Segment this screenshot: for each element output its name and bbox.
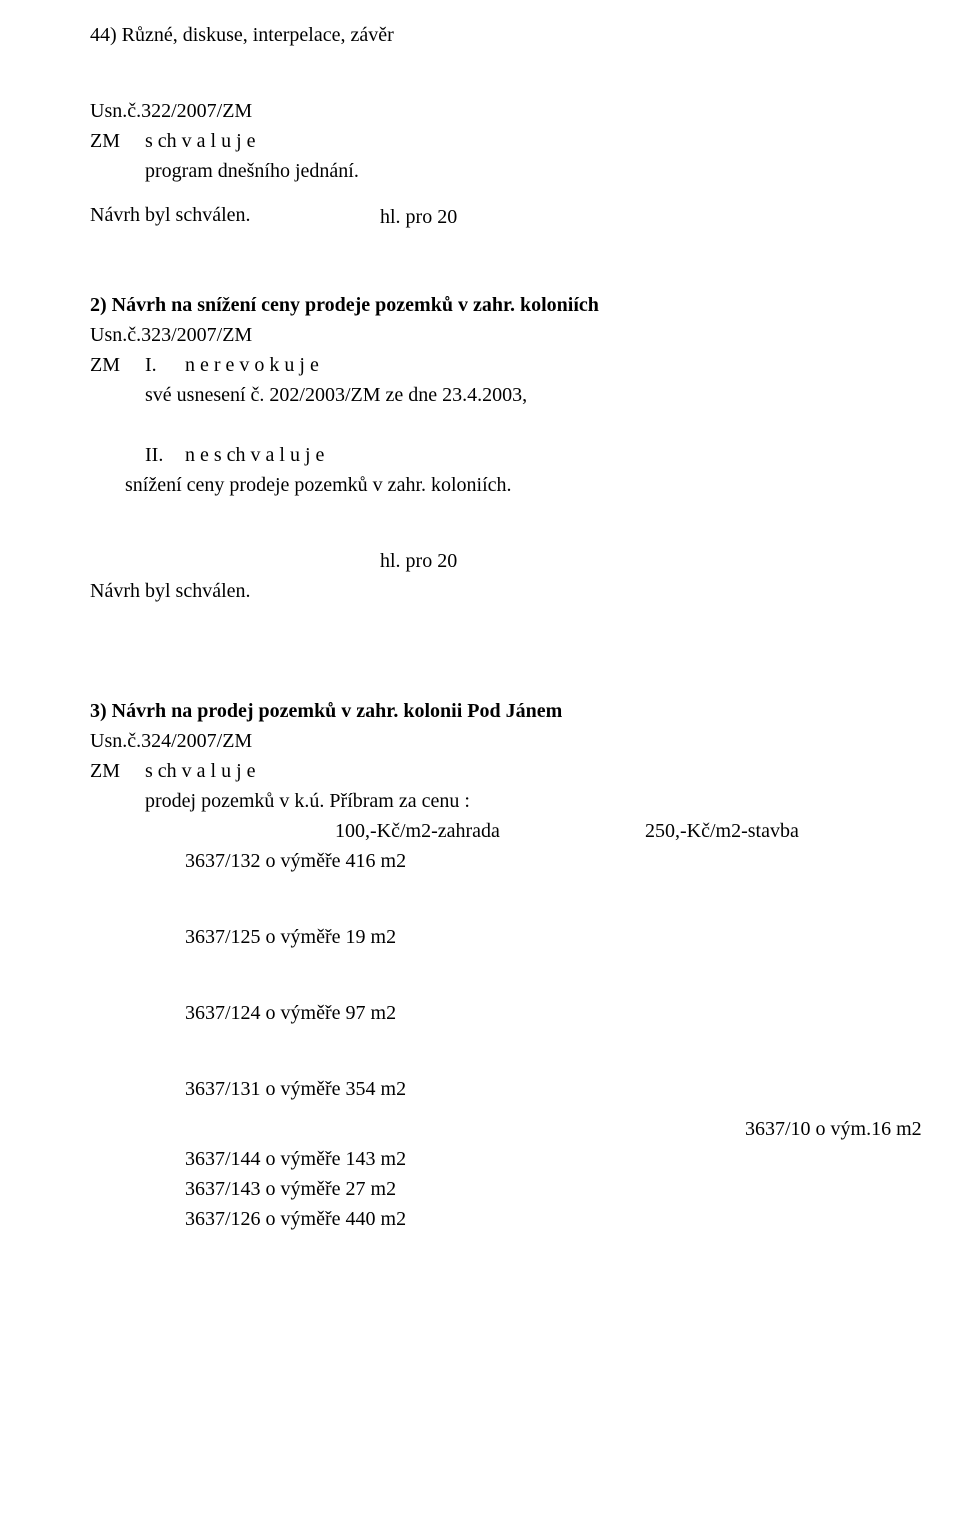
parcel-row-4b-wrap: 3637/10 o vým.16 m2 [90,1114,870,1144]
spacer [90,440,145,470]
nerevokuje-label: n e r e v o k u j e [185,350,870,380]
resolution-324-usn: Usn.č.324/2007/ZM [90,726,870,756]
resolution-323-text1: své usnesení č. 202/2003/ZM ze dne 23.4.… [90,380,870,410]
resolution-324-text: prodej pozemků v k.ú. Příbram za cenu : [90,786,870,816]
price-garden: 100,-Kč/m2-zahrada [90,816,555,846]
zm-label: ZM [90,756,145,786]
parcel-row-4: 3637/131 o výměře 354 m2 [90,1074,870,1104]
heading-2: 2) Návrh na snížení ceny prodeje pozemků… [90,290,870,320]
parcel-row-2: 3637/125 o výměře 19 m2 [90,922,870,952]
parcel-row-4b: 3637/10 o vým.16 m2 [485,1114,922,1144]
zm-label: ZM [90,350,145,380]
parcel-row-5: 3637/144 o výměře 143 m2 [90,1144,870,1174]
roman-1: I. [145,350,185,380]
resolution-323-vote: hl. pro 20 [90,546,870,576]
resolution-322-usn: Usn.č.322/2007/ZM [90,96,870,126]
resolution-323-approved: Návrh byl schválen. [90,576,870,606]
schvaluje-label: s ch v a l u j e [145,756,870,786]
price-row: 100,-Kč/m2-zahrada 250,-Kč/m2-stavba [90,816,870,846]
neschvaluje-label: n e s ch v a l u j e [185,440,870,470]
agenda-item-44: 44) Různé, diskuse, interpelace, závěr [90,20,870,50]
zm-label: ZM [90,126,145,156]
schvaluje-label: s ch v a l u j e [145,126,870,156]
roman-2: II. [145,440,185,470]
resolution-322-text: program dnešního jednání. [90,156,870,186]
price-building: 250,-Kč/m2-stavba [555,816,799,846]
resolution-323-usn: Usn.č.323/2007/ZM [90,320,870,350]
parcel-row-3: 3637/124 o výměře 97 m2 [90,998,870,1028]
parcel-row-1: 3637/132 o výměře 416 m2 [90,846,870,876]
resolution-324-row: ZM s ch v a l u j e [90,756,870,786]
parcel-row-6: 3637/143 o výměře 27 m2 [90,1174,870,1204]
resolution-323-row2: II. n e s ch v a l u j e [90,440,870,470]
spacer [185,1114,485,1144]
heading-3: 3) Návrh na prodej pozemků v zahr. kolon… [90,696,870,726]
resolution-323-row1: ZM I. n e r e v o k u j e [90,350,870,380]
parcel-row-7: 3637/126 o výměře 440 m2 [90,1204,870,1234]
resolution-323-text2: snížení ceny prodeje pozemků v zahr. kol… [90,470,870,500]
resolution-322-row: ZM s ch v a l u j e [90,126,870,156]
